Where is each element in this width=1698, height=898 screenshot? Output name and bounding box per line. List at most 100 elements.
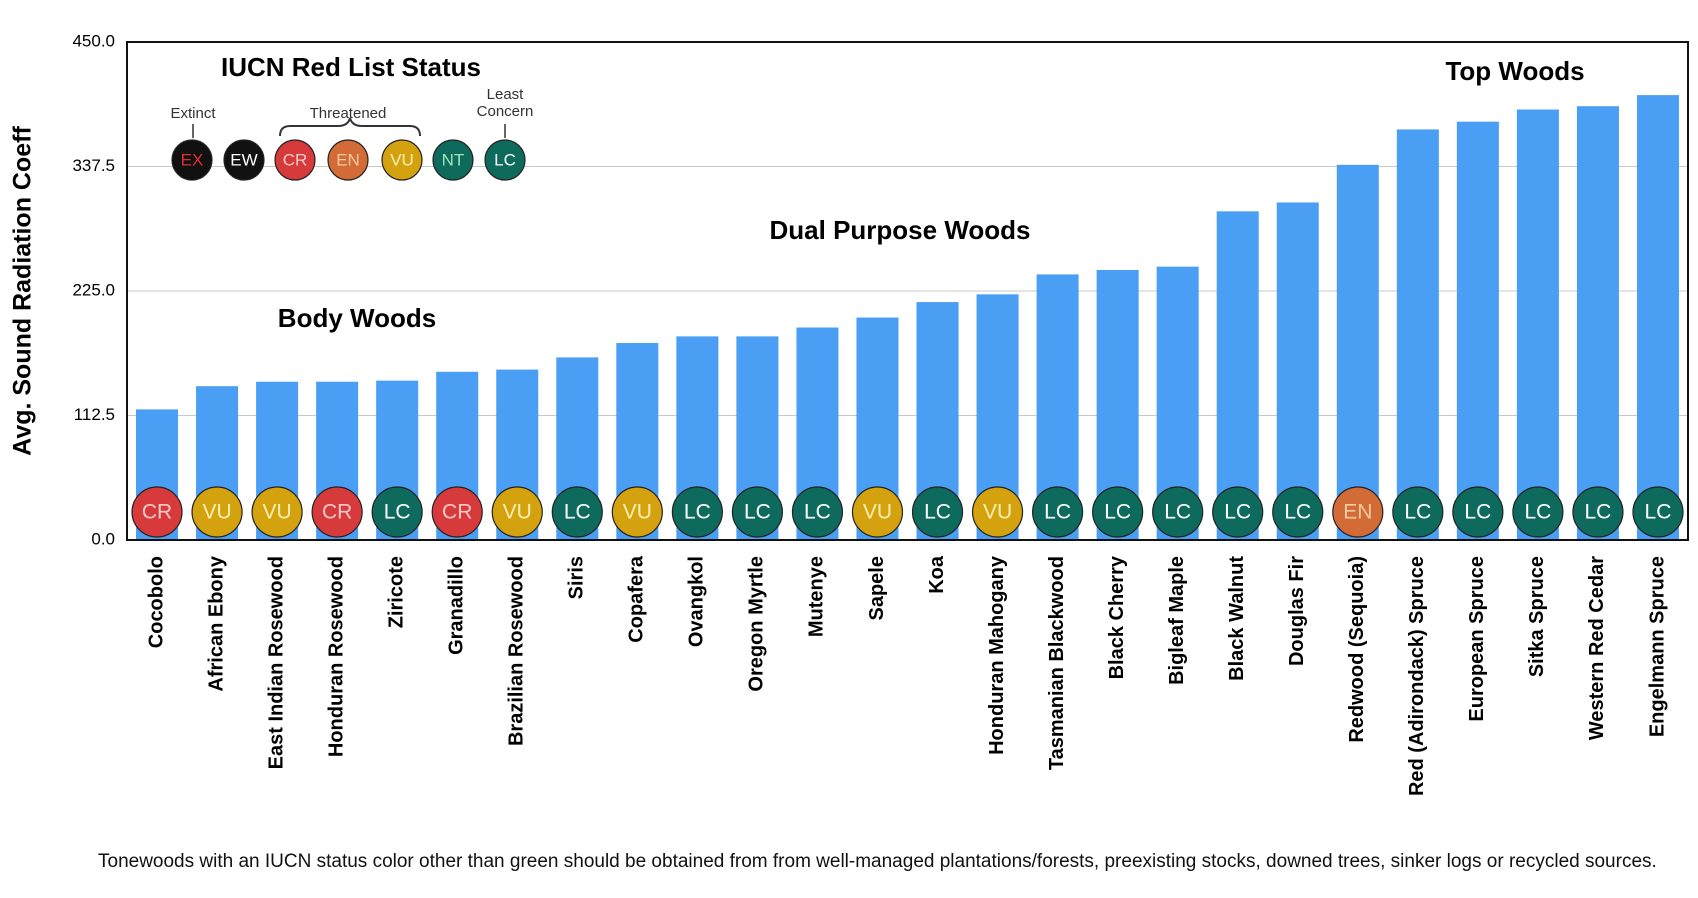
status-label: VU xyxy=(503,501,532,524)
bar xyxy=(1336,164,1379,540)
status-badge xyxy=(1572,486,1624,538)
status-label: LC xyxy=(1224,501,1251,524)
y-tick-label: 0.0 xyxy=(91,529,115,548)
status-label: LC xyxy=(1044,501,1071,524)
x-tick-label: Oregon Myrtle xyxy=(746,556,768,692)
bar xyxy=(1456,121,1499,541)
status-label: LC xyxy=(924,501,951,524)
status-badge xyxy=(311,486,363,538)
status-label: NT xyxy=(442,150,465,169)
status-badge xyxy=(327,139,369,181)
x-tick-label: Honduran Mahogany xyxy=(986,555,1008,755)
status-badge xyxy=(381,139,423,181)
x-tick-label: Sapele xyxy=(866,556,888,620)
y-tick-label: 225.0 xyxy=(72,280,115,299)
status-label: CR xyxy=(442,501,472,524)
y-tick-label: 337.5 xyxy=(72,156,115,175)
x-tick-label: African Ebony xyxy=(205,555,227,691)
status-label: LC xyxy=(1164,501,1191,524)
status-badge xyxy=(911,486,964,538)
footnote: Tonewoods with an IUCN status color othe… xyxy=(98,851,1657,872)
annotation: Top Woods xyxy=(1445,56,1584,86)
status-label: VU xyxy=(983,501,1012,524)
x-tick-label: Tasmanian Blackwood xyxy=(1046,556,1068,770)
status-badge xyxy=(191,486,243,538)
x-tick-label: Western Red Cedar xyxy=(1586,556,1608,740)
plot-frame xyxy=(126,41,1689,541)
status-label: LC xyxy=(1585,501,1612,524)
status-label: VU xyxy=(202,501,231,524)
bar xyxy=(1396,129,1439,540)
status-badge xyxy=(671,486,723,538)
status-badge xyxy=(611,486,663,538)
annotation: Body Woods xyxy=(278,303,436,333)
x-tick-label: Ziricote xyxy=(385,556,407,628)
status-label: LC xyxy=(494,150,516,169)
x-tick-label: Douglas Fir xyxy=(1286,556,1308,666)
x-tick-label: Engelmann Spruce xyxy=(1646,556,1668,737)
status-badge xyxy=(491,486,543,538)
status-badge xyxy=(431,486,483,538)
status-badge xyxy=(171,139,213,181)
status-label: LC xyxy=(1284,501,1311,524)
status-badge xyxy=(851,486,904,538)
status-badge xyxy=(223,139,265,181)
status-label: LC xyxy=(1645,501,1672,524)
bar xyxy=(1216,211,1259,540)
x-tick-label: Mutenye xyxy=(806,556,828,637)
x-tick-label: Black Walnut xyxy=(1226,556,1248,681)
status-badge xyxy=(251,486,303,538)
status-badge xyxy=(371,486,423,538)
x-tick-label: Honduran Rosewood xyxy=(325,556,347,757)
status-badge xyxy=(1392,486,1444,538)
status-badge xyxy=(274,139,316,181)
status-badge xyxy=(1272,486,1324,538)
x-tick-label: Cocobolo xyxy=(145,556,167,648)
status-label: LC xyxy=(1104,501,1131,524)
bar xyxy=(1516,109,1559,541)
legend-title: IUCN Red List Status xyxy=(221,52,481,82)
y-tick-label: 112.5 xyxy=(74,405,115,424)
status-badge xyxy=(731,486,784,538)
status-label: VU xyxy=(623,501,652,524)
status-label: LC xyxy=(1524,501,1551,524)
status-label: LC xyxy=(684,501,711,524)
x-tick-label: Ovangkol xyxy=(686,556,708,647)
x-tick-label: Bigleaf Maple xyxy=(1166,556,1188,685)
status-label: EW xyxy=(230,150,257,169)
status-label: CR xyxy=(142,501,172,524)
status-badge xyxy=(971,486,1024,538)
x-tick-label: Brazilian Rosewood xyxy=(506,556,528,746)
status-badge xyxy=(1092,486,1144,538)
legend-group: Threatened xyxy=(310,105,387,122)
status-label: CR xyxy=(322,501,352,524)
x-tick-label: Red (Adirondack) Spruce xyxy=(1406,556,1428,796)
y-axis-label: Avg. Sound Radiation Coeff xyxy=(9,126,37,456)
status-badge xyxy=(1212,486,1264,538)
legend-brace xyxy=(279,117,421,137)
status-badge xyxy=(484,139,526,181)
status-badge xyxy=(1512,486,1564,538)
status-badge xyxy=(1031,486,1084,538)
y-tick-label: 450.0 xyxy=(72,31,115,50)
legend-group: Extinct xyxy=(170,105,216,122)
status-badge xyxy=(1452,486,1504,538)
status-label: LC xyxy=(1404,501,1431,524)
bar xyxy=(1636,95,1679,541)
annotation: Dual Purpose Woods xyxy=(770,215,1031,245)
status-label: LC xyxy=(384,501,411,524)
x-tick-label: Black Cherry xyxy=(1106,555,1128,679)
status-label: VU xyxy=(263,501,292,524)
status-label: VU xyxy=(390,150,414,169)
status-label: LC xyxy=(804,501,831,524)
status-badge xyxy=(791,486,844,538)
x-tick-label: European Spruce xyxy=(1466,556,1488,722)
status-label: CR xyxy=(283,150,308,169)
legend-group: Least Concern xyxy=(476,86,534,120)
x-tick-label: Copafera xyxy=(626,555,648,643)
bar xyxy=(1276,202,1319,540)
status-badge xyxy=(1632,486,1684,538)
status-badge xyxy=(1152,486,1204,538)
